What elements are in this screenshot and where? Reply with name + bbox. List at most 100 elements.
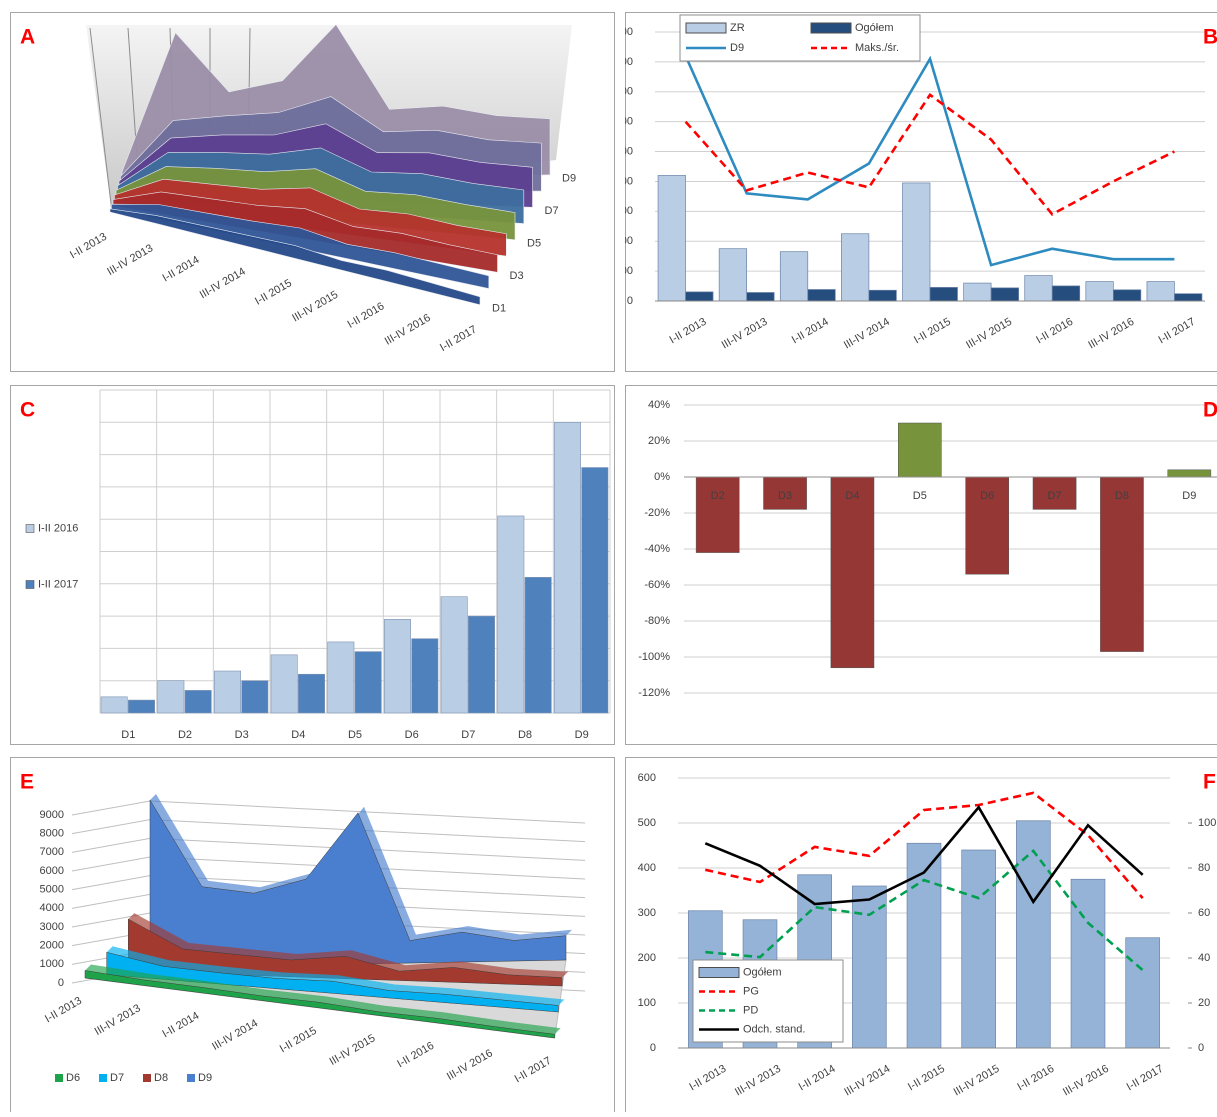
bar (185, 690, 211, 713)
bar (1113, 290, 1141, 301)
y-tick-label: 40% (648, 399, 670, 411)
x-tick-label: D9 (575, 729, 589, 741)
y-tick-label: -80% (644, 615, 670, 627)
legend-swatch (811, 23, 851, 33)
panel-letter: D (1203, 399, 1217, 422)
y-tick-label: -60% (644, 579, 670, 591)
depth-label: D7 (545, 205, 559, 217)
bar (128, 700, 154, 713)
y2-tick-label: 60 (1198, 907, 1210, 919)
bar (468, 616, 494, 713)
bar (1025, 276, 1053, 301)
bar (355, 652, 381, 713)
y-tick-label: 1000 (40, 958, 64, 970)
bar (328, 642, 354, 713)
bar (852, 886, 886, 1048)
x-tick-label: D4 (291, 729, 305, 741)
bar (964, 283, 992, 301)
bar (1071, 879, 1105, 1048)
bar (930, 287, 958, 301)
legend-label: I-II 2016 (38, 522, 78, 534)
bar (808, 289, 836, 301)
legend-label: PD (743, 1004, 758, 1016)
panel-letter: E (20, 771, 34, 794)
bar (214, 671, 240, 713)
x-tick-label: D1 (121, 729, 135, 741)
y-tick-label: 0 (650, 1042, 656, 1054)
bar (498, 516, 524, 713)
bar (962, 850, 996, 1048)
legend-label: D9 (198, 1072, 212, 1084)
bar (441, 597, 467, 713)
panel-letter: F (1203, 771, 1216, 794)
bar (298, 674, 324, 713)
legend-label: Maks./śr. (855, 42, 899, 54)
legend-label: D9 (730, 42, 744, 54)
x-tick-label: D6 (405, 729, 419, 741)
legend-swatch (99, 1074, 107, 1082)
y-tick-label: 500 (638, 817, 656, 829)
depth-label: D3 (510, 270, 524, 282)
bar (747, 292, 775, 301)
y-tick-label: 2000 (40, 940, 64, 952)
bar (554, 422, 580, 713)
depth-label: D5 (527, 238, 541, 250)
bar (841, 234, 869, 301)
legend-label: D7 (110, 1072, 124, 1084)
bar (101, 697, 127, 713)
bar (412, 639, 438, 713)
bar (1126, 938, 1160, 1048)
legend-label: D6 (66, 1072, 80, 1084)
bar (525, 577, 551, 713)
legend-swatch (187, 1074, 195, 1082)
bar (719, 249, 747, 301)
y2-tick-label: 20 (1198, 997, 1210, 1009)
bar (1100, 477, 1143, 652)
bar (384, 619, 410, 713)
legend-swatch (699, 968, 739, 978)
panel-letter: B (1203, 26, 1217, 49)
y-tick-label: -20% (644, 507, 670, 519)
legend-label: D8 (154, 1072, 168, 1084)
y-tick-label: 300 (638, 907, 656, 919)
legend-swatch (26, 581, 34, 589)
legend-swatch (26, 525, 34, 533)
legend-label: ZR (730, 22, 745, 34)
y-tick-label: 100 (638, 997, 656, 1009)
legend-swatch (686, 23, 726, 33)
y-tick-label: 5000 (40, 884, 64, 896)
depth-label: D1 (492, 303, 506, 315)
bar (696, 477, 739, 553)
panel-letter: C (20, 399, 35, 422)
y-tick-label: -120% (638, 687, 670, 699)
y-tick-label: 3000 (40, 921, 64, 933)
y-tick-label: 8000 (40, 828, 64, 840)
y-tick-label: 9000 (40, 809, 64, 821)
category-label: D7 (1048, 490, 1062, 502)
bar (271, 655, 297, 713)
y2-tick-label: 80 (1198, 862, 1210, 874)
category-label: D2 (711, 490, 725, 502)
y-tick-label: -100% (638, 651, 670, 663)
bar (991, 288, 1019, 301)
y-tick-label: 400 (638, 862, 656, 874)
bar (780, 252, 808, 301)
x-tick-label: D5 (348, 729, 362, 741)
y-tick-label: 0 (627, 295, 633, 307)
y2-tick-label: 0 (1198, 1042, 1204, 1054)
legend-label: Ogółem (743, 966, 782, 978)
bar (1086, 282, 1114, 301)
bar (898, 423, 941, 477)
y-tick-label: 600 (638, 772, 656, 784)
y-tick-label: -40% (644, 543, 670, 555)
bar (831, 477, 874, 668)
bar (869, 290, 897, 301)
bar (242, 681, 268, 713)
bar (582, 468, 608, 713)
bar (158, 681, 184, 713)
bar (907, 843, 941, 1048)
legend-label: Odch. stand. (743, 1023, 805, 1035)
y-tick-label: 0% (654, 471, 670, 483)
